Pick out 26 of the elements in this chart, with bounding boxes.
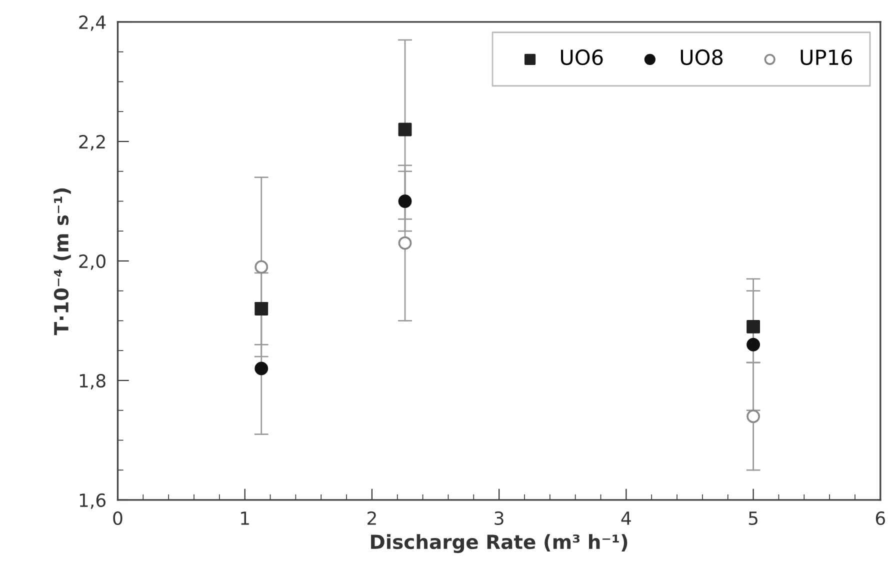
- x-tick-label: 3: [494, 511, 504, 526]
- point: [746, 410, 760, 424]
- legend-label: UO8: [680, 49, 723, 66]
- point: [254, 302, 268, 316]
- x-tick-label: 6: [876, 511, 886, 526]
- point: [398, 236, 412, 250]
- point: [398, 194, 412, 208]
- y-tick-label: 2,4: [79, 15, 106, 31]
- x-tick-label: 2: [368, 511, 376, 525]
- y-tick-label: 1,6: [80, 493, 106, 509]
- x-tick-label: 5: [748, 512, 758, 526]
- y-tick-label: 2,2: [79, 134, 105, 150]
- legend-label: UP16: [800, 49, 852, 66]
- x-tick-label: 4: [621, 512, 631, 525]
- x-tick-label: 0: [113, 511, 122, 526]
- x-tick-label: 1: [241, 512, 249, 525]
- y-tick-label: 1,8: [80, 374, 106, 390]
- legend-label: UO6: [561, 49, 603, 66]
- point: [746, 338, 760, 352]
- y-axis-title: T·10⁻⁴ (m s⁻¹): [54, 188, 71, 336]
- x-axis-title: Discharge Rate (m³ h⁻¹): [371, 534, 628, 554]
- point: [746, 320, 760, 334]
- point: [398, 122, 412, 136]
- y-tick-label: 2,0: [79, 254, 106, 270]
- point: [254, 260, 268, 274]
- point: [254, 362, 268, 376]
